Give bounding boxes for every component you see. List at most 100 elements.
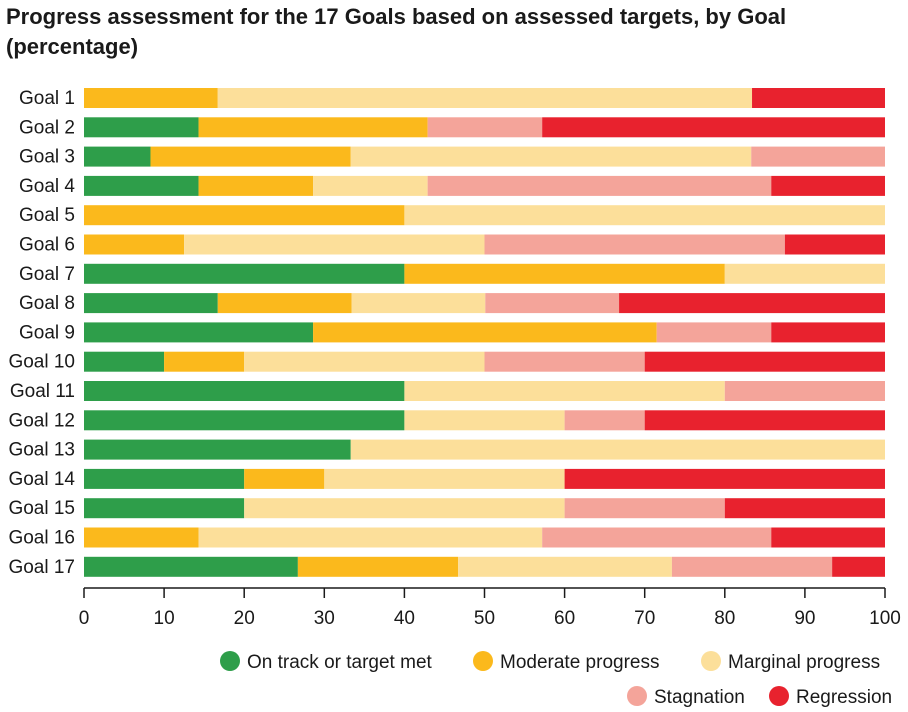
bar-goal-10-series-4 <box>484 351 645 372</box>
category-label-goal-8: Goal 8 <box>19 293 75 314</box>
category-label-goal-7: Goal 7 <box>19 264 75 285</box>
bar-goal-7-series-1 <box>84 263 405 284</box>
bars-group <box>84 88 885 577</box>
category-label-goal-1: Goal 1 <box>19 88 75 109</box>
bar-goal-5-series-2 <box>84 205 405 226</box>
bar-goal-16-series-2 <box>84 527 199 548</box>
bar-goal-6-series-3 <box>184 234 485 255</box>
category-label-goal-12: Goal 12 <box>8 410 75 431</box>
bar-goal-9-series-1 <box>84 322 314 343</box>
bar-goal-16-series-5 <box>771 527 885 548</box>
category-label-goal-10: Goal 10 <box>8 352 75 373</box>
legend-label-4: Stagnation <box>654 687 745 708</box>
legend-swatch-5 <box>769 686 789 706</box>
legend-label-3: Marginal progress <box>728 652 880 673</box>
bar-goal-2-series-1 <box>84 117 199 138</box>
bar-goal-6-series-2 <box>84 234 185 255</box>
bar-goal-4-series-3 <box>313 175 428 196</box>
bar-goal-4-series-2 <box>198 175 314 196</box>
bar-goal-17-series-2 <box>297 556 459 577</box>
x-axis: 0 10 20 30 40 50 60 70 80 90 100 <box>79 587 901 629</box>
bar-goal-8-series-3 <box>351 293 486 314</box>
bar-goal-9-series-2 <box>313 322 657 343</box>
bar-goal-7-series-2 <box>404 263 725 284</box>
category-label-goal-5: Goal 5 <box>19 205 75 226</box>
category-label-goal-9: Goal 9 <box>19 322 75 343</box>
bar-goal-13-series-1 <box>84 439 351 460</box>
bar-goal-5-series-3 <box>404 205 885 226</box>
bar-goal-8-series-1 <box>84 293 218 314</box>
legend: On track or target met Moderate progress M… <box>220 651 892 708</box>
legend-swatch-3 <box>701 651 721 671</box>
bar-goal-1-series-5 <box>752 88 885 108</box>
bar-goal-4-series-5 <box>771 175 885 196</box>
legend-swatch-1 <box>220 651 240 671</box>
x-tick-label-50: 50 <box>474 608 495 629</box>
chart-title: Progress assessment for the 17 Goals bas… <box>6 4 787 59</box>
bar-goal-8-series-5 <box>619 293 885 314</box>
category-label-goal-11: Goal 11 <box>10 381 75 402</box>
bar-goal-17-series-4 <box>671 556 833 577</box>
bar-goal-14-series-3 <box>324 468 565 489</box>
bar-goal-8-series-2 <box>217 293 352 314</box>
legend-swatch-2 <box>473 651 493 671</box>
x-tick-label-10: 10 <box>154 608 175 629</box>
x-tick-label-60: 60 <box>554 608 575 629</box>
bar-goal-11-series-4 <box>724 381 885 401</box>
bar-goal-4-series-4 <box>427 175 772 196</box>
x-tick-label-0: 0 <box>79 608 90 629</box>
bar-goal-3-series-2 <box>150 146 351 167</box>
bar-goal-16-series-4 <box>542 527 772 548</box>
bar-goal-1-series-2 <box>84 88 218 108</box>
bar-goal-2-series-2 <box>198 117 428 138</box>
category-label-goal-4: Goal 4 <box>19 176 75 197</box>
bar-goal-15-series-1 <box>84 498 245 519</box>
bar-goal-17-series-3 <box>458 556 672 577</box>
bar-goal-12-series-5 <box>644 410 885 431</box>
bar-goal-9-series-4 <box>656 322 772 343</box>
category-label-goal-16: Goal 16 <box>8 528 75 549</box>
x-tick-label-100: 100 <box>869 608 901 629</box>
category-label-goal-2: Goal 2 <box>19 117 75 138</box>
bar-goal-16-series-3 <box>198 527 543 548</box>
bar-goal-17-series-1 <box>84 556 298 577</box>
legend-swatch-4 <box>627 686 647 706</box>
bar-goal-14-series-5 <box>564 468 885 489</box>
x-tick-label-20: 20 <box>234 608 255 629</box>
bar-goal-11-series-1 <box>84 381 405 401</box>
x-tick-label-80: 80 <box>714 608 735 629</box>
bar-goal-3-series-1 <box>84 146 151 167</box>
bar-goal-6-series-5 <box>784 234 885 255</box>
bar-goal-17-series-5 <box>832 556 885 577</box>
bar-goal-14-series-2 <box>244 468 325 489</box>
bar-goal-3-series-4 <box>751 146 885 167</box>
bar-goal-12-series-3 <box>404 410 565 431</box>
bar-goal-11-series-3 <box>404 381 725 401</box>
x-tick-label-30: 30 <box>314 608 335 629</box>
bar-goal-13-series-3 <box>350 439 885 460</box>
legend-label-1: On track or target met <box>247 652 433 673</box>
category-label-goal-17: Goal 17 <box>8 557 75 578</box>
bar-goal-1-series-3 <box>217 88 753 108</box>
category-labels: Goal 1 Goal 2 Goal 3 Goal 4 Goal 5 Goal 6 Goal… <box>8 88 75 578</box>
x-tick-label-90: 90 <box>794 608 815 629</box>
x-tick-label-70: 70 <box>634 608 655 629</box>
bar-goal-14-series-1 <box>84 468 245 489</box>
bar-goal-6-series-4 <box>484 234 785 255</box>
bar-goal-10-series-3 <box>244 351 485 372</box>
category-label-goal-3: Goal 3 <box>19 147 75 168</box>
bar-goal-12-series-1 <box>84 410 405 431</box>
bar-goal-9-series-5 <box>771 322 885 343</box>
bar-goal-10-series-5 <box>644 351 885 372</box>
bar-goal-12-series-4 <box>564 410 645 431</box>
bar-goal-10-series-1 <box>84 351 165 372</box>
bar-goal-15-series-5 <box>724 498 885 519</box>
bar-goal-10-series-2 <box>164 351 245 372</box>
bar-goal-4-series-1 <box>84 175 199 196</box>
x-tick-label-40: 40 <box>394 608 415 629</box>
bar-goal-3-series-3 <box>350 146 752 167</box>
legend-label-5: Regression <box>796 687 892 708</box>
bar-goal-8-series-4 <box>485 293 620 314</box>
category-label-goal-14: Goal 14 <box>8 469 75 490</box>
